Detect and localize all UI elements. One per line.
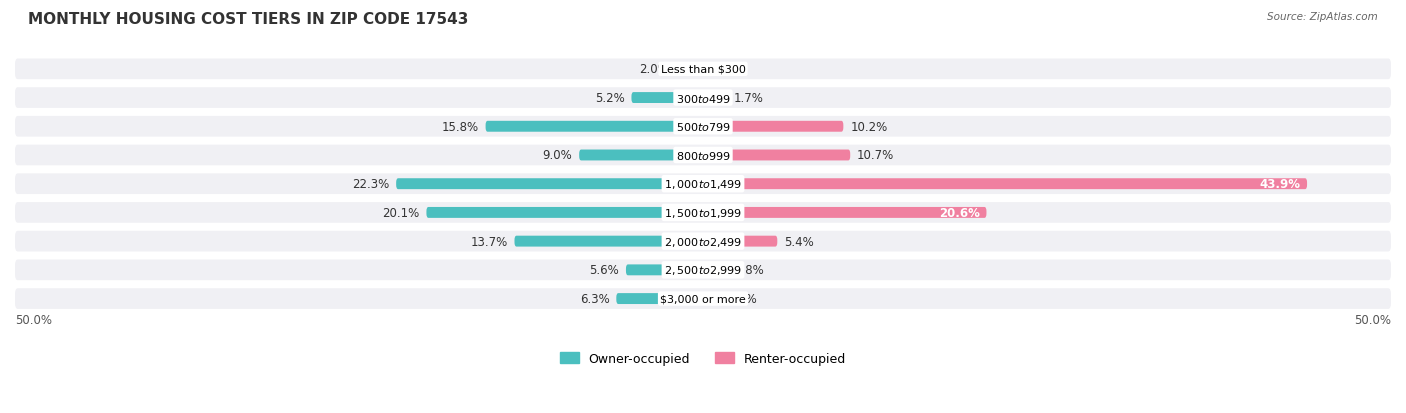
Text: 22.3%: 22.3% bbox=[352, 178, 389, 191]
FancyBboxPatch shape bbox=[579, 150, 703, 161]
FancyBboxPatch shape bbox=[15, 145, 1391, 166]
FancyBboxPatch shape bbox=[15, 116, 1391, 137]
FancyBboxPatch shape bbox=[15, 260, 1391, 280]
Text: Source: ZipAtlas.com: Source: ZipAtlas.com bbox=[1267, 12, 1378, 22]
Text: 5.2%: 5.2% bbox=[595, 92, 624, 105]
Text: $800 to $999: $800 to $999 bbox=[675, 150, 731, 161]
Text: 10.7%: 10.7% bbox=[858, 149, 894, 162]
FancyBboxPatch shape bbox=[15, 289, 1391, 309]
Text: $3,000 or more: $3,000 or more bbox=[661, 294, 745, 304]
FancyBboxPatch shape bbox=[396, 179, 703, 190]
Text: 15.8%: 15.8% bbox=[441, 121, 478, 133]
Text: 20.6%: 20.6% bbox=[939, 206, 980, 219]
FancyBboxPatch shape bbox=[15, 88, 1391, 109]
Text: 0.0%: 0.0% bbox=[710, 63, 740, 76]
Text: 1.3%: 1.3% bbox=[728, 292, 758, 305]
FancyBboxPatch shape bbox=[703, 207, 987, 218]
Text: 9.0%: 9.0% bbox=[543, 149, 572, 162]
Text: Less than $300: Less than $300 bbox=[661, 65, 745, 75]
FancyBboxPatch shape bbox=[703, 293, 721, 304]
FancyBboxPatch shape bbox=[515, 236, 703, 247]
Text: $300 to $499: $300 to $499 bbox=[675, 93, 731, 104]
FancyBboxPatch shape bbox=[703, 265, 728, 275]
FancyBboxPatch shape bbox=[703, 179, 1308, 190]
FancyBboxPatch shape bbox=[15, 59, 1391, 80]
Text: $500 to $799: $500 to $799 bbox=[675, 121, 731, 133]
Text: 13.7%: 13.7% bbox=[471, 235, 508, 248]
FancyBboxPatch shape bbox=[15, 231, 1391, 252]
Text: 1.8%: 1.8% bbox=[735, 264, 765, 277]
Text: 50.0%: 50.0% bbox=[15, 313, 52, 326]
FancyBboxPatch shape bbox=[703, 236, 778, 247]
Text: 5.6%: 5.6% bbox=[589, 264, 619, 277]
Text: 2.0%: 2.0% bbox=[638, 63, 669, 76]
Text: 50.0%: 50.0% bbox=[1354, 313, 1391, 326]
FancyBboxPatch shape bbox=[616, 293, 703, 304]
Text: $2,000 to $2,499: $2,000 to $2,499 bbox=[664, 235, 742, 248]
Text: 10.2%: 10.2% bbox=[851, 121, 887, 133]
FancyBboxPatch shape bbox=[703, 93, 727, 104]
Legend: Owner-occupied, Renter-occupied: Owner-occupied, Renter-occupied bbox=[555, 347, 851, 370]
Text: $1,000 to $1,499: $1,000 to $1,499 bbox=[664, 178, 742, 191]
FancyBboxPatch shape bbox=[675, 64, 703, 75]
FancyBboxPatch shape bbox=[15, 174, 1391, 195]
FancyBboxPatch shape bbox=[426, 207, 703, 218]
Text: $1,500 to $1,999: $1,500 to $1,999 bbox=[664, 206, 742, 219]
Text: 20.1%: 20.1% bbox=[382, 206, 419, 219]
Text: 1.7%: 1.7% bbox=[734, 92, 763, 105]
FancyBboxPatch shape bbox=[703, 121, 844, 133]
FancyBboxPatch shape bbox=[703, 150, 851, 161]
FancyBboxPatch shape bbox=[15, 203, 1391, 223]
Text: MONTHLY HOUSING COST TIERS IN ZIP CODE 17543: MONTHLY HOUSING COST TIERS IN ZIP CODE 1… bbox=[28, 12, 468, 27]
FancyBboxPatch shape bbox=[626, 265, 703, 275]
FancyBboxPatch shape bbox=[631, 93, 703, 104]
Text: 6.3%: 6.3% bbox=[579, 292, 609, 305]
Text: 43.9%: 43.9% bbox=[1260, 178, 1301, 191]
FancyBboxPatch shape bbox=[485, 121, 703, 133]
Text: 5.4%: 5.4% bbox=[785, 235, 814, 248]
Text: $2,500 to $2,999: $2,500 to $2,999 bbox=[664, 264, 742, 277]
